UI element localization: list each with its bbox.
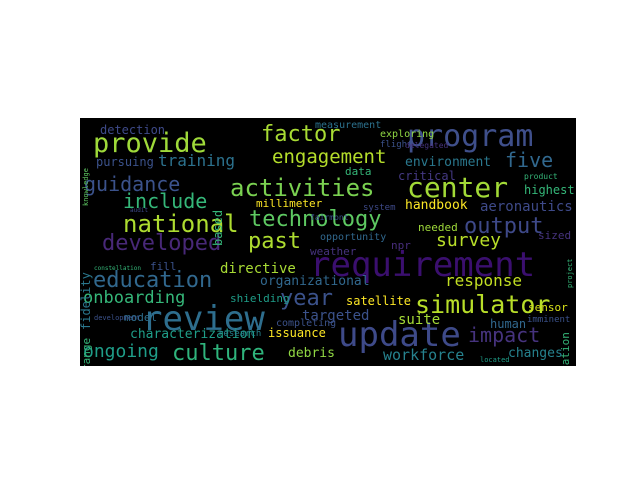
word: completing bbox=[276, 318, 337, 329]
word: changes bbox=[508, 346, 563, 361]
word: pursuing bbox=[96, 155, 154, 169]
word: development bbox=[94, 314, 141, 322]
word: review bbox=[142, 299, 265, 339]
word: technology bbox=[249, 207, 382, 232]
word: targeted bbox=[302, 308, 370, 324]
word: update bbox=[338, 315, 461, 355]
word: observation bbox=[559, 332, 572, 366]
word: culture bbox=[172, 341, 265, 366]
word: measurement bbox=[315, 120, 382, 131]
word: range bbox=[80, 337, 93, 366]
word: ongoing bbox=[83, 341, 159, 362]
word: product bbox=[524, 172, 558, 181]
word: millimeter bbox=[256, 197, 323, 210]
word: environment bbox=[405, 155, 492, 170]
word: weather bbox=[310, 245, 357, 258]
word: year bbox=[280, 286, 333, 311]
word: organizational bbox=[260, 274, 370, 289]
word: npr bbox=[391, 239, 411, 252]
word: needed bbox=[418, 221, 458, 234]
word: five bbox=[505, 148, 554, 172]
word: issuance bbox=[268, 326, 326, 340]
word: debris bbox=[288, 346, 335, 361]
word: factor bbox=[261, 122, 341, 147]
word: imminent bbox=[527, 315, 571, 325]
word: activities bbox=[230, 174, 375, 202]
word: fidelity bbox=[80, 272, 93, 330]
word: shielding bbox=[230, 292, 290, 305]
word: research bbox=[218, 329, 262, 339]
word: aeronautics bbox=[480, 199, 573, 215]
word: delegated bbox=[405, 141, 449, 150]
word: requirement bbox=[310, 245, 536, 285]
word: characterization bbox=[130, 327, 256, 342]
word: constellation bbox=[94, 265, 141, 272]
word: highest bbox=[524, 183, 575, 197]
word: fairmont bbox=[310, 213, 349, 222]
word: project bbox=[566, 258, 574, 288]
word: fill bbox=[150, 260, 177, 273]
word: impact bbox=[468, 323, 541, 347]
word: simulator bbox=[415, 290, 551, 319]
word: model bbox=[124, 311, 158, 324]
word: detection bbox=[100, 123, 166, 137]
word: national bbox=[123, 210, 239, 238]
word: past bbox=[248, 229, 301, 254]
word: knowledge bbox=[82, 168, 90, 206]
word: located bbox=[480, 356, 510, 364]
word-cloud: program requirement update review provid… bbox=[80, 118, 576, 366]
word: handbook bbox=[405, 198, 468, 213]
word: opportunity bbox=[320, 232, 387, 243]
word: include bbox=[123, 189, 208, 213]
word: engagement bbox=[272, 146, 387, 168]
word: developed bbox=[102, 231, 222, 256]
word: human bbox=[490, 317, 527, 331]
word: system bbox=[363, 203, 396, 213]
word: center bbox=[407, 171, 509, 204]
word: survey bbox=[436, 230, 502, 251]
word: critical bbox=[398, 169, 456, 183]
word: output bbox=[464, 214, 544, 239]
word: workforce bbox=[383, 346, 465, 364]
word: flight bbox=[380, 140, 413, 150]
word: data bbox=[345, 165, 372, 178]
word: sensor bbox=[528, 301, 568, 314]
word: program bbox=[407, 119, 534, 154]
word: provide bbox=[93, 128, 207, 159]
word: guidance bbox=[84, 172, 181, 196]
word: satellite bbox=[346, 294, 412, 308]
word: education bbox=[93, 268, 213, 293]
word: suite bbox=[398, 312, 441, 328]
word: onboarding bbox=[83, 288, 186, 308]
word: response bbox=[445, 271, 523, 290]
word: based bbox=[211, 209, 225, 246]
word: sized bbox=[538, 229, 572, 242]
word: exploring bbox=[380, 129, 435, 140]
word: audit bbox=[130, 207, 149, 214]
word: training bbox=[158, 151, 236, 170]
word: directive bbox=[220, 261, 296, 277]
